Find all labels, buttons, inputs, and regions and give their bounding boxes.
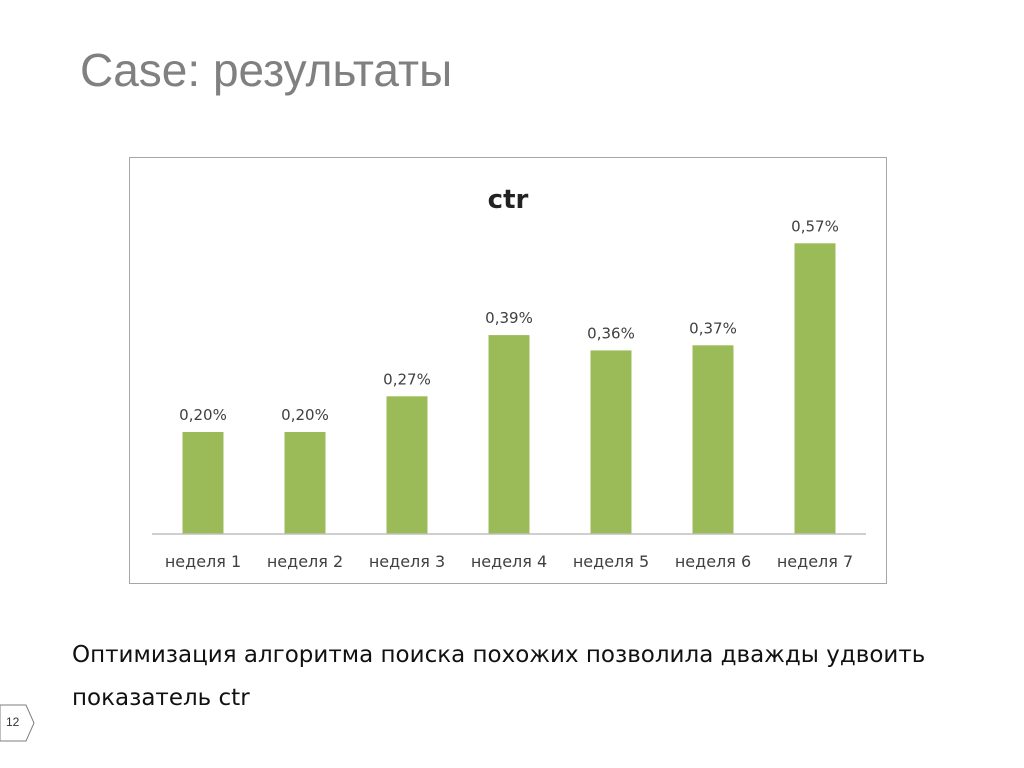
chart-title: ctr — [488, 185, 529, 215]
x-tick-label-6: неделя 6 — [675, 552, 751, 571]
data-label-6: 0,37% — [689, 319, 737, 337]
bar-4 — [488, 335, 530, 534]
x-tick-label-7: неделя 7 — [777, 552, 853, 571]
bar-5 — [590, 350, 632, 534]
x-tick-label-3: неделя 3 — [369, 552, 445, 571]
slide-number: 12 — [0, 703, 36, 743]
data-label-4: 0,39% — [485, 309, 533, 327]
bar-6 — [692, 345, 734, 534]
x-tick-label-1: неделя 1 — [165, 552, 241, 571]
slide-number-label: 12 — [6, 715, 20, 729]
data-label-5: 0,36% — [587, 324, 635, 342]
bar-3 — [386, 396, 428, 534]
slide-caption: Оптимизация алгоритма поиска похожих поз… — [72, 642, 926, 711]
chart-frame: ctr 0,20% 0,20% 0,27% 0,39% 0,36% 0,37% 0,57% … — [129, 157, 887, 584]
slide-title: Case: результаты — [80, 44, 453, 96]
data-label-2: 0,20% — [281, 406, 329, 424]
data-label-1: 0,20% — [179, 406, 227, 424]
bar-7 — [794, 243, 836, 535]
x-tick-label-5: неделя 5 — [573, 552, 649, 571]
bar-chart: ctr 0,20% 0,20%0,27%0,39%0,36% 0,37%0,57% … — [152, 185, 866, 571]
x-tick-label-4: неделя 4 — [471, 552, 547, 571]
page-arrow-icon — [0, 704, 35, 742]
data-label-7: 0,57% — [791, 217, 839, 235]
data-label-3: 0,27% — [383, 370, 431, 388]
bar-2 — [284, 432, 326, 534]
x-tick-label-2: неделя 2 — [267, 552, 343, 571]
bar-1 — [182, 432, 224, 534]
